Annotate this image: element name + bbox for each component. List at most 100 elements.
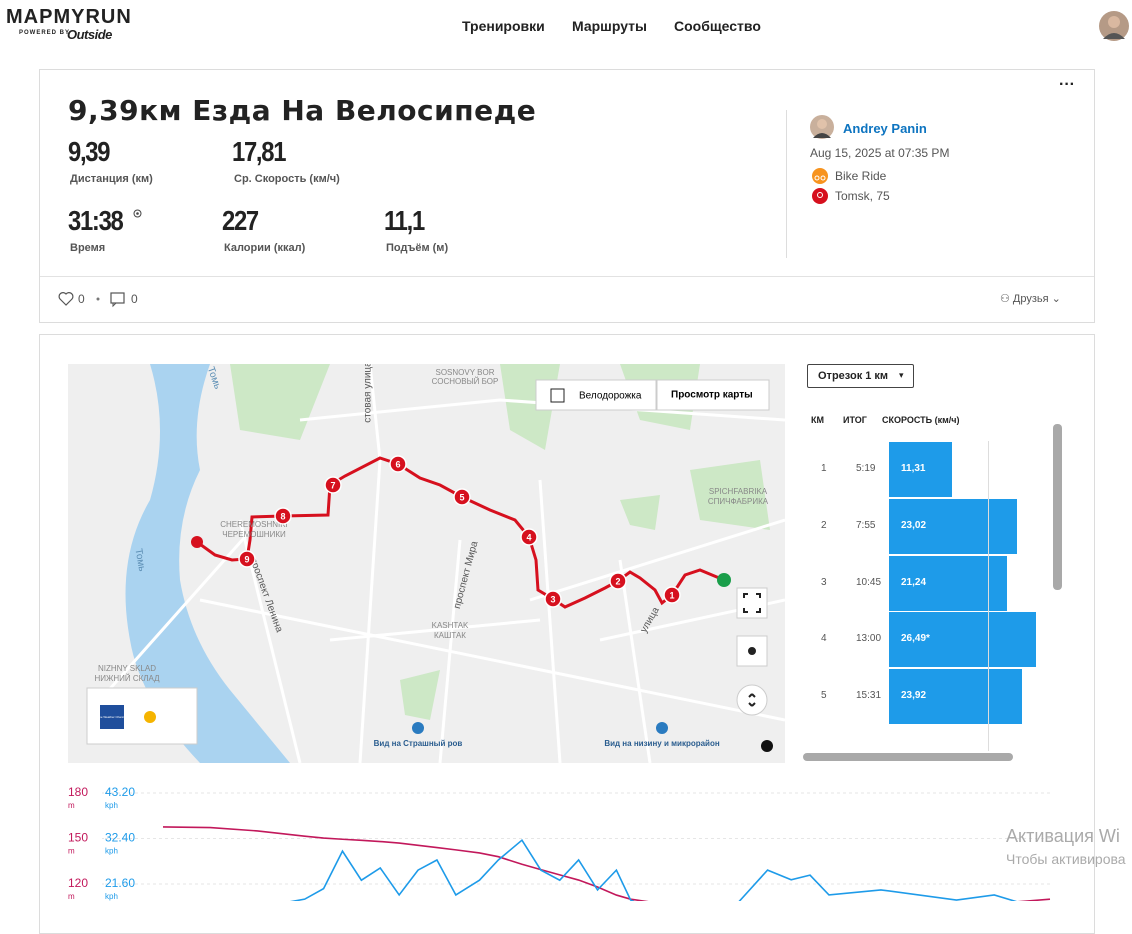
weather-logo-label: The Weather Channel <box>97 715 127 719</box>
avatar[interactable] <box>1099 11 1129 41</box>
route-end <box>717 573 731 587</box>
split-total: 5:19 <box>856 463 876 474</box>
split-km: 3 <box>821 576 827 588</box>
privacy[interactable]: ⚇ Друзья ⌄ <box>1000 293 1061 305</box>
route <box>196 456 725 609</box>
route-marker <box>520 528 538 546</box>
poi-label: Вид на низину и микрорайон <box>604 739 720 748</box>
control-icons <box>743 593 761 707</box>
split-total: 7:55 <box>856 519 876 531</box>
split-bar <box>889 612 1036 668</box>
y2-unit: kph <box>105 847 118 856</box>
weather-sun <box>144 711 156 723</box>
split-total: 13:00 <box>856 633 882 645</box>
route-marker <box>389 455 407 473</box>
river <box>125 364 290 763</box>
info-icon[interactable] <box>133 209 142 218</box>
split-km: 2 <box>821 519 827 531</box>
more-menu[interactable]: ··· <box>1059 76 1075 93</box>
nav-link[interactable]: Тренировки <box>462 18 545 34</box>
workout-title: 9,39км Езда На Велосипеде <box>68 94 537 127</box>
view-button-box[interactable] <box>656 379 770 411</box>
split-speed: 23,92 <box>901 690 927 702</box>
route-marker <box>238 550 256 568</box>
user-avatar[interactable] <box>810 115 834 139</box>
activity-type: Bike Ride <box>835 169 887 183</box>
stat-value: 9,39 <box>68 136 110 167</box>
split-speed: 11,31 <box>901 463 926 474</box>
separator <box>40 276 1094 277</box>
meta-icons <box>812 168 828 204</box>
split-dropdown-label: Отрезок 1 км <box>818 370 889 382</box>
map-label: Томь <box>132 548 147 573</box>
user-name[interactable]: Andrey Panin <box>843 121 927 136</box>
map-controls[interactable] <box>736 587 768 716</box>
poi-label: Вид на Страшный ров <box>374 739 463 748</box>
h-scrollbar[interactable] <box>803 753 1013 761</box>
map-label: ЧЕРЕМОШНИКИ <box>222 530 286 539</box>
y-unit: m <box>68 801 75 810</box>
watermark-title: Активация Wi <box>1006 826 1120 846</box>
map-label: KASHTAK <box>432 621 469 630</box>
nav-link[interactable]: Сообщество <box>674 18 761 34</box>
map-label: стовая улица <box>363 364 374 423</box>
stat-value: 17,81 <box>232 136 286 167</box>
weather-logo <box>100 705 124 729</box>
stat-value: 31:38 <box>68 205 124 236</box>
logo-brand: Outside <box>67 27 112 42</box>
poi-icon <box>656 722 668 734</box>
split-speed: 23,02 <box>901 519 927 531</box>
y-unit: m <box>68 892 75 901</box>
social-icons[interactable] <box>58 290 138 308</box>
split-total: 15:31 <box>856 690 882 702</box>
map-label: NIZHNY SKLAD <box>98 664 156 673</box>
route-marker-label: 6 <box>395 459 400 469</box>
route-marker-label: 2 <box>615 576 620 586</box>
stat-label: Подъём (м) <box>386 242 449 254</box>
route-marker-label: 1 <box>669 590 674 600</box>
map-label: КАШТАК <box>434 631 466 640</box>
divider <box>786 110 787 258</box>
y-tick-label: 120 <box>68 876 88 890</box>
stat-value: 11,1 <box>384 205 425 236</box>
likes-count: 0 <box>78 292 85 306</box>
v-scrollbar[interactable] <box>1053 424 1062 590</box>
dropdown-caret: ▾ <box>899 370 904 380</box>
split-column: ИТОГ <box>843 415 867 425</box>
workout-date: Aug 15, 2025 at 07:35 PM <box>810 146 950 160</box>
split-bar <box>889 442 952 497</box>
split-bar <box>889 555 1007 611</box>
map-label: НИЖНИЙ СКЛАД <box>94 674 160 683</box>
view-button-label: Просмотр карты <box>671 390 753 401</box>
map-label: SOSNOVY BOR <box>436 368 495 377</box>
y-tick-label: 180 <box>68 785 88 799</box>
route-marker <box>324 476 342 494</box>
split-km: 5 <box>821 690 827 702</box>
logo-sub: POWERED BY <box>19 30 71 36</box>
split-km: 1 <box>821 463 827 474</box>
y2-tick-label: 21.60 <box>105 876 135 890</box>
map-label: СОСНОВЫЙ БОР <box>432 377 499 386</box>
nav-link[interactable]: Маршруты <box>572 18 647 34</box>
logo[interactable]: MAPMYRUN <box>6 6 132 28</box>
y2-unit: kph <box>105 892 118 901</box>
route-marker-label: 4 <box>526 532 531 542</box>
y-unit: m <box>68 847 75 856</box>
route-marker-label: 9 <box>244 554 249 564</box>
route-marker <box>453 488 471 506</box>
checkbox[interactable] <box>550 388 565 403</box>
split-speed: 26,49* <box>901 633 930 645</box>
split-dropdown[interactable] <box>807 364 914 388</box>
route-marker <box>274 507 292 525</box>
split-total: 10:45 <box>856 576 882 588</box>
y-tick-label: 150 <box>68 831 88 845</box>
watermark-text: Чтобы активирова <box>1006 851 1126 867</box>
poi-icon <box>412 722 424 734</box>
route-marker <box>609 572 627 590</box>
map-label: СПИЧФАБРИКА <box>708 497 769 506</box>
split-column: СКОРОСТЬ (км/ч) <box>882 415 960 425</box>
route-marker-label: 7 <box>330 480 335 490</box>
stat-value: 227 <box>222 205 259 236</box>
info-button[interactable] <box>761 740 773 752</box>
